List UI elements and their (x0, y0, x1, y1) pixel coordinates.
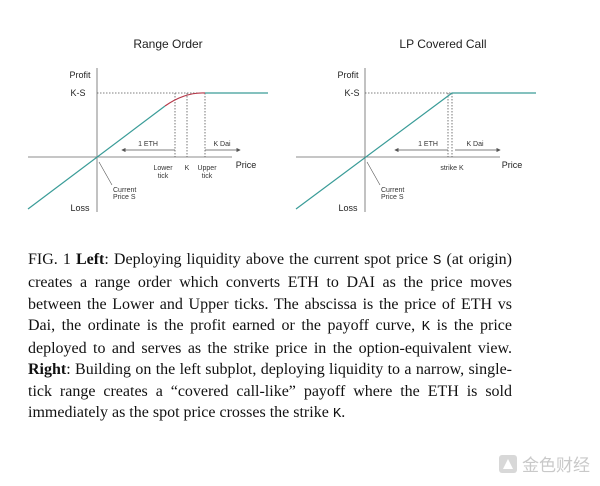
caption-segment: is the price deployed to and serves as t… (28, 316, 512, 358)
watermark: 金色财经 (498, 451, 590, 476)
caption-segment: K (332, 406, 342, 423)
x-label: Price (502, 160, 523, 170)
panel-title: LP Covered Call (399, 37, 486, 51)
arrow-label: 1 ETH (418, 141, 438, 148)
caption-segment: : Building on the left subplot, deployin… (28, 361, 512, 422)
payoff-curve (164, 92, 206, 107)
arrow-label: K Dai (213, 141, 231, 148)
x-label: Price (236, 160, 257, 170)
caption-segment: Right (28, 361, 67, 379)
payoff-line (27, 105, 166, 210)
caption-segment: K (421, 318, 431, 335)
caption-segment: (at origin) creates a range order which … (28, 251, 512, 334)
origin-label: Current (113, 187, 136, 194)
payoff-line (295, 92, 536, 210)
bottom-label: Loss (338, 203, 358, 213)
caption-segment: Left (75, 251, 105, 268)
origin-label: Current (381, 187, 404, 194)
origin-label: Price S (113, 194, 136, 201)
level-label: K-S (344, 88, 359, 98)
figure: Range Order Profit K-S Loss Price 1 ETH … (27, 37, 536, 213)
y-label: Profit (337, 70, 359, 80)
tick-label: Upper (197, 165, 217, 172)
tick-label: strike K (440, 165, 464, 172)
origin-label: Price S (381, 194, 404, 201)
caption-segment: S (433, 253, 442, 269)
pointer (98, 161, 113, 186)
level-label: K-S (70, 88, 85, 98)
tick-label: K (185, 165, 190, 172)
watermark-logo (499, 454, 517, 473)
panel-title: Range Order (133, 37, 202, 51)
tick-label: Lower (153, 165, 173, 172)
pointer (366, 161, 381, 186)
caption-segment: FIG. 1 (28, 251, 76, 268)
caption-segment: : Deploying liquidity above the current … (104, 251, 433, 268)
panel-right: LP Covered Call Profit K-S Loss Price 1 … (295, 37, 536, 213)
bottom-label: Loss (70, 203, 90, 213)
caption: FIG. 1 Left: Deploying liquidity above t… (28, 249, 512, 425)
tick-label: tick (158, 173, 169, 180)
panel-left: Range Order Profit K-S Loss Price 1 ETH … (27, 37, 268, 213)
caption-segment: . (341, 404, 346, 422)
tick-label: tick (202, 173, 213, 180)
watermark-text: 金色财经 (522, 456, 590, 476)
arrow-label: K Dai (466, 141, 484, 148)
y-label: Profit (69, 70, 91, 80)
arrow-label: 1 ETH (138, 141, 158, 148)
